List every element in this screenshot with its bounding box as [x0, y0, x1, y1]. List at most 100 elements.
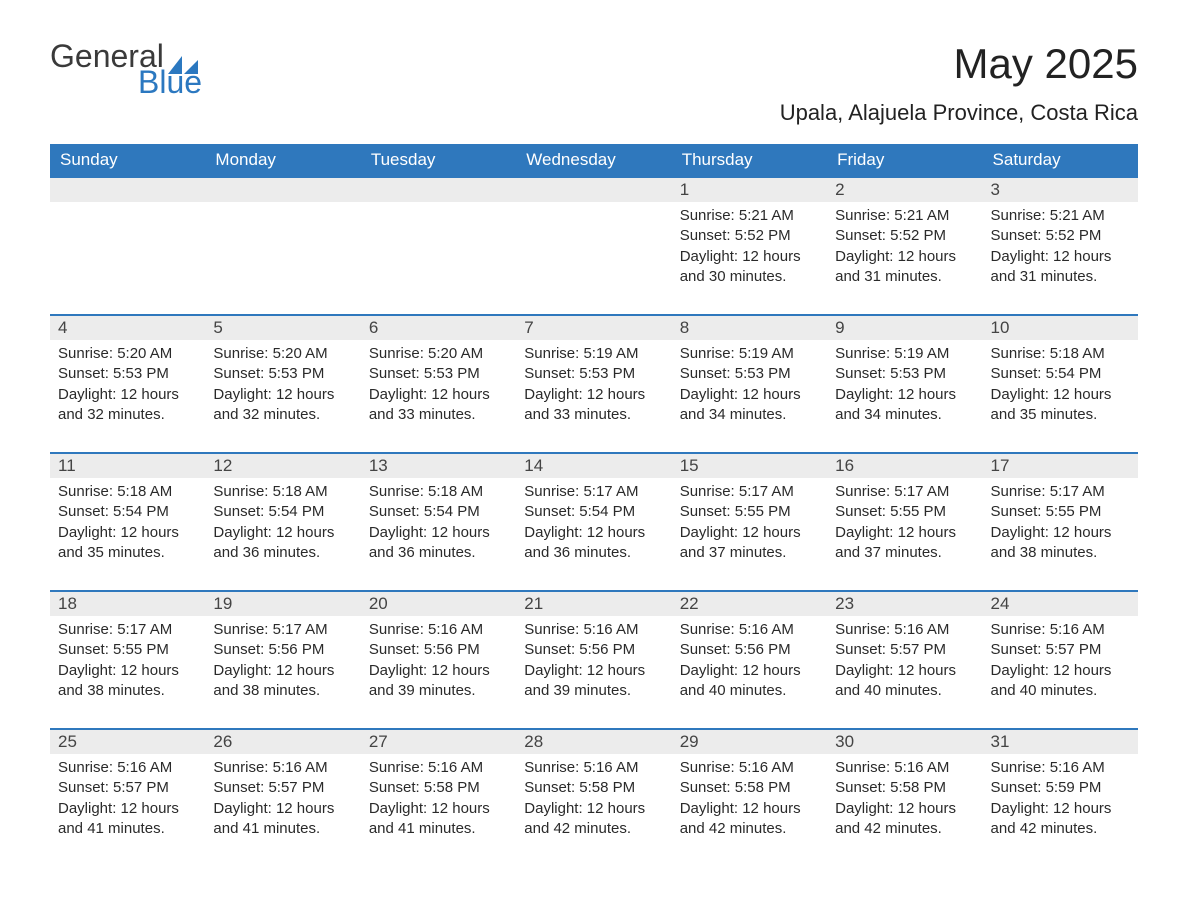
- sunset-line: Sunset: 5:54 PM: [369, 502, 508, 522]
- day-details: Sunrise: 5:16 AMSunset: 5:58 PMDaylight:…: [827, 754, 982, 843]
- calendar-cell: 18Sunrise: 5:17 AMSunset: 5:55 PMDayligh…: [50, 591, 205, 729]
- day-number: 18: [50, 592, 205, 616]
- calendar-cell: 15Sunrise: 5:17 AMSunset: 5:55 PMDayligh…: [672, 453, 827, 591]
- day-details: Sunrise: 5:19 AMSunset: 5:53 PMDaylight:…: [672, 340, 827, 429]
- sunset-line: Sunset: 5:53 PM: [58, 364, 197, 384]
- calendar-cell: 23Sunrise: 5:16 AMSunset: 5:57 PMDayligh…: [827, 591, 982, 729]
- daylight-line: Daylight: 12 hours and 32 minutes.: [213, 385, 352, 426]
- weekday-header: Tuesday: [361, 144, 516, 177]
- day-number-empty: [50, 178, 205, 202]
- calendar-table: SundayMondayTuesdayWednesdayThursdayFrid…: [50, 144, 1138, 867]
- day-number: 26: [205, 730, 360, 754]
- sunrise-line: Sunrise: 5:20 AM: [58, 344, 197, 364]
- day-details: Sunrise: 5:16 AMSunset: 5:57 PMDaylight:…: [827, 616, 982, 705]
- sunset-line: Sunset: 5:55 PM: [680, 502, 819, 522]
- calendar-cell: 10Sunrise: 5:18 AMSunset: 5:54 PMDayligh…: [983, 315, 1138, 453]
- sunrise-line: Sunrise: 5:19 AM: [680, 344, 819, 364]
- day-number: 11: [50, 454, 205, 478]
- calendar-cell: 6Sunrise: 5:20 AMSunset: 5:53 PMDaylight…: [361, 315, 516, 453]
- sunset-line: Sunset: 5:54 PM: [991, 364, 1130, 384]
- logo-text-blue: Blue: [138, 66, 202, 98]
- calendar-cell: 2Sunrise: 5:21 AMSunset: 5:52 PMDaylight…: [827, 177, 982, 315]
- sunset-line: Sunset: 5:53 PM: [524, 364, 663, 384]
- weekday-header: Saturday: [983, 144, 1138, 177]
- sunrise-line: Sunrise: 5:17 AM: [991, 482, 1130, 502]
- day-number: 20: [361, 592, 516, 616]
- sunset-line: Sunset: 5:58 PM: [835, 778, 974, 798]
- calendar-cell: 12Sunrise: 5:18 AMSunset: 5:54 PMDayligh…: [205, 453, 360, 591]
- sunset-line: Sunset: 5:56 PM: [369, 640, 508, 660]
- calendar-cell: 9Sunrise: 5:19 AMSunset: 5:53 PMDaylight…: [827, 315, 982, 453]
- daylight-line: Daylight: 12 hours and 41 minutes.: [213, 799, 352, 840]
- day-details: Sunrise: 5:21 AMSunset: 5:52 PMDaylight:…: [827, 202, 982, 291]
- calendar-cell: 13Sunrise: 5:18 AMSunset: 5:54 PMDayligh…: [361, 453, 516, 591]
- day-details: Sunrise: 5:18 AMSunset: 5:54 PMDaylight:…: [361, 478, 516, 567]
- day-number: 7: [516, 316, 671, 340]
- day-number: 15: [672, 454, 827, 478]
- weekday-header: Thursday: [672, 144, 827, 177]
- weekday-header: Friday: [827, 144, 982, 177]
- sunrise-line: Sunrise: 5:21 AM: [991, 206, 1130, 226]
- daylight-line: Daylight: 12 hours and 37 minutes.: [835, 523, 974, 564]
- sunrise-line: Sunrise: 5:16 AM: [991, 758, 1130, 778]
- sunrise-line: Sunrise: 5:16 AM: [524, 758, 663, 778]
- day-details: Sunrise: 5:17 AMSunset: 5:55 PMDaylight:…: [50, 616, 205, 705]
- calendar-row: 18Sunrise: 5:17 AMSunset: 5:55 PMDayligh…: [50, 591, 1138, 729]
- sunset-line: Sunset: 5:54 PM: [213, 502, 352, 522]
- calendar-cell: 22Sunrise: 5:16 AMSunset: 5:56 PMDayligh…: [672, 591, 827, 729]
- day-number-empty: [205, 178, 360, 202]
- calendar-row: 4Sunrise: 5:20 AMSunset: 5:53 PMDaylight…: [50, 315, 1138, 453]
- day-details: Sunrise: 5:21 AMSunset: 5:52 PMDaylight:…: [672, 202, 827, 291]
- sunrise-line: Sunrise: 5:19 AM: [835, 344, 974, 364]
- page-title: May 2025: [780, 40, 1138, 88]
- calendar-cell: [205, 177, 360, 315]
- sunset-line: Sunset: 5:57 PM: [835, 640, 974, 660]
- day-details: Sunrise: 5:18 AMSunset: 5:54 PMDaylight:…: [205, 478, 360, 567]
- sunrise-line: Sunrise: 5:19 AM: [524, 344, 663, 364]
- day-details: Sunrise: 5:16 AMSunset: 5:57 PMDaylight:…: [983, 616, 1138, 705]
- calendar-cell: 29Sunrise: 5:16 AMSunset: 5:58 PMDayligh…: [672, 729, 827, 867]
- calendar-cell: 16Sunrise: 5:17 AMSunset: 5:55 PMDayligh…: [827, 453, 982, 591]
- sunrise-line: Sunrise: 5:16 AM: [680, 620, 819, 640]
- sunrise-line: Sunrise: 5:16 AM: [835, 758, 974, 778]
- day-details: Sunrise: 5:17 AMSunset: 5:54 PMDaylight:…: [516, 478, 671, 567]
- sunset-line: Sunset: 5:54 PM: [58, 502, 197, 522]
- day-number: 22: [672, 592, 827, 616]
- calendar-row: 11Sunrise: 5:18 AMSunset: 5:54 PMDayligh…: [50, 453, 1138, 591]
- weekday-header: Wednesday: [516, 144, 671, 177]
- sunrise-line: Sunrise: 5:18 AM: [58, 482, 197, 502]
- header: General Blue May 2025 Upala, Alajuela Pr…: [50, 40, 1138, 136]
- sunset-line: Sunset: 5:52 PM: [680, 226, 819, 246]
- sunrise-line: Sunrise: 5:17 AM: [213, 620, 352, 640]
- day-number: 4: [50, 316, 205, 340]
- calendar-cell: 21Sunrise: 5:16 AMSunset: 5:56 PMDayligh…: [516, 591, 671, 729]
- calendar-cell: [361, 177, 516, 315]
- day-number: 30: [827, 730, 982, 754]
- daylight-line: Daylight: 12 hours and 40 minutes.: [991, 661, 1130, 702]
- day-number: 6: [361, 316, 516, 340]
- sunrise-line: Sunrise: 5:21 AM: [680, 206, 819, 226]
- daylight-line: Daylight: 12 hours and 33 minutes.: [524, 385, 663, 426]
- sunset-line: Sunset: 5:53 PM: [369, 364, 508, 384]
- sunrise-line: Sunrise: 5:16 AM: [680, 758, 819, 778]
- calendar-cell: 7 Sunrise: 5:19 AMSunset: 5:53 PMDaylight…: [516, 315, 671, 453]
- sunrise-line: Sunrise: 5:16 AM: [369, 758, 508, 778]
- calendar-cell: 20Sunrise: 5:16 AMSunset: 5:56 PMDayligh…: [361, 591, 516, 729]
- day-number: 16: [827, 454, 982, 478]
- sunset-line: Sunset: 5:56 PM: [524, 640, 663, 660]
- daylight-line: Daylight: 12 hours and 31 minutes.: [991, 247, 1130, 288]
- sunrise-line: Sunrise: 5:16 AM: [991, 620, 1130, 640]
- day-number: 3: [983, 178, 1138, 202]
- calendar-cell: 31Sunrise: 5:16 AMSunset: 5:59 PMDayligh…: [983, 729, 1138, 867]
- location-text: Upala, Alajuela Province, Costa Rica: [780, 100, 1138, 126]
- sunrise-line: Sunrise: 5:17 AM: [58, 620, 197, 640]
- day-number: 19: [205, 592, 360, 616]
- daylight-line: Daylight: 12 hours and 38 minutes.: [991, 523, 1130, 564]
- day-number: 21: [516, 592, 671, 616]
- sunset-line: Sunset: 5:53 PM: [680, 364, 819, 384]
- daylight-line: Daylight: 12 hours and 42 minutes.: [991, 799, 1130, 840]
- daylight-line: Daylight: 12 hours and 42 minutes.: [524, 799, 663, 840]
- day-number: 1: [672, 178, 827, 202]
- sunset-line: Sunset: 5:59 PM: [991, 778, 1130, 798]
- sunset-line: Sunset: 5:53 PM: [213, 364, 352, 384]
